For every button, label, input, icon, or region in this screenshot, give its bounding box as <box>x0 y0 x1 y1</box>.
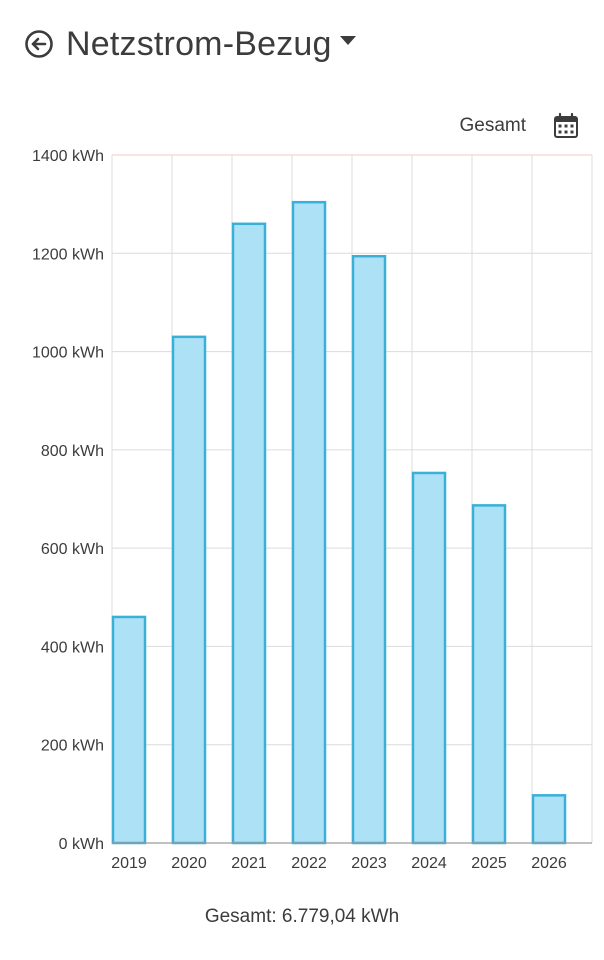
bar-2022[interactable] <box>291 200 327 845</box>
x-tick-label: 2021 <box>231 855 267 872</box>
bar-2026[interactable] <box>531 794 567 845</box>
bar-chart: 0 kWh 200 kWh 400 kWh 600 kWh 800 kWh 1000 kW… <box>32 148 593 872</box>
y-tick-label: 1200 kWh <box>32 246 104 263</box>
x-tick-label: 2024 <box>411 855 447 872</box>
bar-2019[interactable] <box>111 615 147 845</box>
x-tick-label: 2025 <box>471 855 507 872</box>
y-tick-label: 0 kWh <box>59 836 104 853</box>
bar-2024[interactable] <box>411 471 447 845</box>
x-tick-label: 2023 <box>351 855 387 872</box>
bar-2021[interactable] <box>231 222 267 845</box>
caret-down-icon[interactable] <box>339 35 356 45</box>
y-tick-label: 800 kWh <box>41 443 104 460</box>
bar-2025[interactable] <box>471 504 507 845</box>
chart-header: Netzstrom-Bezug <box>24 22 356 66</box>
back-arrow-circle-icon[interactable] <box>24 29 54 59</box>
x-tick-label: 2022 <box>291 855 327 872</box>
range-selector: Gesamt <box>459 110 580 142</box>
x-tick-label: 2026 <box>531 855 567 872</box>
range-label[interactable]: Gesamt <box>459 115 526 136</box>
page-title[interactable]: Netzstrom-Bezug <box>66 24 332 63</box>
y-tick-label: 1000 kWh <box>32 345 104 362</box>
y-tick-label: 200 kWh <box>41 738 104 755</box>
y-tick-label: 600 kWh <box>41 541 104 558</box>
calendar-icon[interactable] <box>552 112 580 140</box>
x-tick-label: 2020 <box>171 855 207 872</box>
y-tick-label: 400 kWh <box>41 639 104 656</box>
y-tick-label: 1400 kWh <box>32 148 104 165</box>
x-tick-label: 2019 <box>111 855 147 872</box>
bar-2023[interactable] <box>351 254 387 845</box>
bar-2020[interactable] <box>171 335 207 845</box>
total-summary: Gesamt: 6.779,04 kWh <box>204 906 400 927</box>
